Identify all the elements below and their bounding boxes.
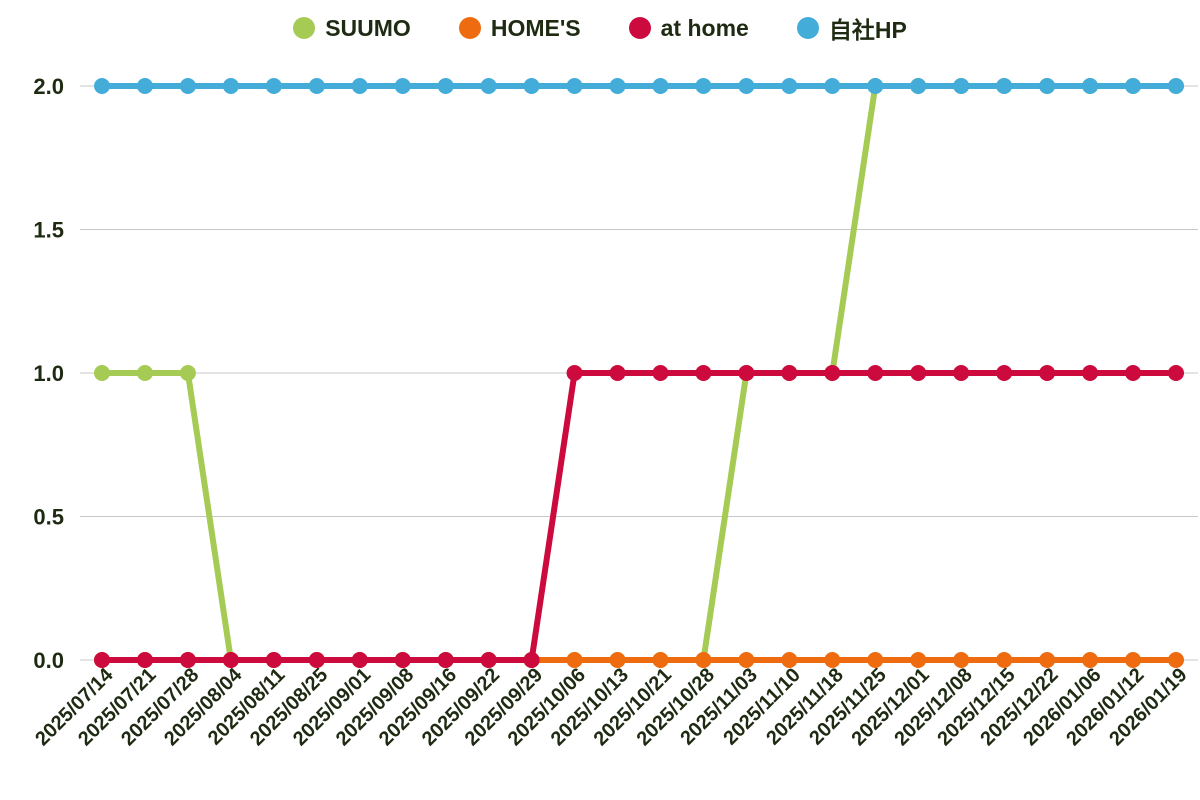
data-point bbox=[996, 652, 1013, 668]
data-point bbox=[1168, 652, 1184, 668]
data-point bbox=[824, 78, 841, 94]
data-point bbox=[566, 78, 583, 94]
data-point bbox=[953, 652, 970, 668]
data-point bbox=[1082, 365, 1099, 381]
data-point bbox=[179, 365, 196, 381]
data-point bbox=[996, 365, 1013, 381]
data-point bbox=[394, 652, 411, 668]
data-point bbox=[1039, 652, 1056, 668]
chart-legend: SUUMO HOME'S at home 自社HP bbox=[0, 12, 1200, 44]
x-axis: 2025/07/142025/07/212025/07/282025/08/04… bbox=[31, 663, 1191, 750]
data-point bbox=[910, 365, 927, 381]
data-point bbox=[265, 78, 282, 94]
data-point bbox=[94, 365, 110, 381]
data-point bbox=[781, 78, 798, 94]
data-point bbox=[94, 652, 110, 668]
data-point bbox=[351, 652, 368, 668]
data-point bbox=[480, 78, 497, 94]
legend-label-company-hp: 自社HP bbox=[828, 17, 907, 43]
data-point bbox=[566, 365, 583, 381]
data-point bbox=[437, 78, 454, 94]
data-point bbox=[222, 652, 239, 668]
data-point bbox=[867, 652, 884, 668]
data-point bbox=[1082, 652, 1099, 668]
data-point bbox=[652, 365, 669, 381]
data-point bbox=[351, 78, 368, 94]
y-tick-label: 2.0 bbox=[33, 74, 64, 99]
data-point bbox=[523, 652, 540, 668]
legend-item-company-hp[interactable]: 自社HP bbox=[796, 11, 907, 45]
data-point bbox=[910, 652, 927, 668]
data-point bbox=[136, 78, 153, 94]
legend-swatch-athome bbox=[628, 17, 651, 39]
legend-swatch-suumo bbox=[293, 17, 316, 39]
y-tick-label: 0.0 bbox=[33, 648, 64, 673]
legend-label-suumo: SUUMO bbox=[325, 14, 411, 41]
data-point bbox=[738, 652, 755, 668]
data-point bbox=[738, 365, 755, 381]
y-tick-label: 1.0 bbox=[33, 361, 64, 386]
data-point bbox=[609, 78, 626, 94]
series-自社HP bbox=[94, 78, 1184, 94]
data-point bbox=[695, 652, 712, 668]
data-point bbox=[1039, 78, 1056, 94]
legend-label-homes: HOME'S bbox=[490, 14, 581, 41]
series-at home bbox=[94, 365, 1184, 668]
data-point bbox=[523, 78, 540, 94]
data-point bbox=[1168, 365, 1184, 381]
data-point bbox=[953, 78, 970, 94]
series-layer bbox=[94, 78, 1184, 668]
data-point bbox=[222, 78, 239, 94]
data-point bbox=[480, 652, 497, 668]
data-point bbox=[996, 78, 1013, 94]
data-point bbox=[1082, 78, 1099, 94]
data-point bbox=[1125, 78, 1142, 94]
data-point bbox=[1125, 365, 1142, 381]
y-axis: 0.0 0.5 1.0 1.5 2.0 bbox=[33, 74, 64, 673]
data-point bbox=[179, 652, 196, 668]
legend-item-homes[interactable]: HOME'S bbox=[458, 14, 581, 42]
y-tick-label: 1.5 bbox=[33, 218, 64, 243]
data-point bbox=[179, 78, 196, 94]
data-point bbox=[695, 78, 712, 94]
data-point bbox=[652, 652, 669, 668]
y-tick-label: 0.5 bbox=[33, 505, 64, 530]
data-point bbox=[1039, 365, 1056, 381]
data-point bbox=[867, 365, 884, 381]
data-point bbox=[136, 652, 153, 668]
data-point bbox=[94, 78, 110, 94]
data-point bbox=[867, 78, 884, 94]
legend-item-suumo[interactable]: SUUMO bbox=[293, 15, 411, 42]
legend-swatch-homes bbox=[458, 17, 481, 39]
data-point bbox=[1125, 652, 1142, 668]
data-point bbox=[136, 365, 153, 381]
data-point bbox=[308, 78, 325, 94]
legend-swatch-company-hp bbox=[796, 17, 819, 39]
data-point bbox=[566, 652, 583, 668]
data-point bbox=[609, 365, 626, 381]
data-point bbox=[308, 652, 325, 668]
data-point bbox=[437, 652, 454, 668]
data-point bbox=[1168, 78, 1184, 94]
data-point bbox=[953, 365, 970, 381]
data-point bbox=[609, 652, 626, 668]
data-point bbox=[910, 78, 927, 94]
data-point bbox=[781, 652, 798, 668]
legend-label-athome: at home bbox=[660, 14, 749, 41]
legend-item-athome[interactable]: at home bbox=[628, 14, 749, 42]
data-point bbox=[824, 365, 841, 381]
data-point bbox=[265, 652, 282, 668]
data-point bbox=[652, 78, 669, 94]
data-point bbox=[824, 652, 841, 668]
data-point bbox=[394, 78, 411, 94]
data-point bbox=[695, 365, 712, 381]
data-point bbox=[781, 365, 798, 381]
data-point bbox=[738, 78, 755, 94]
